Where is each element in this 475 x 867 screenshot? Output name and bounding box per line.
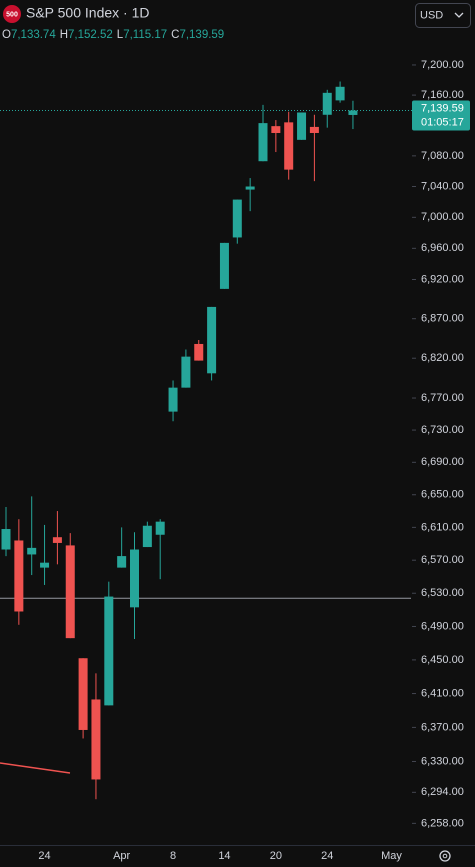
y-tick-label: 6,730.00: [421, 424, 464, 436]
candle-body: [1, 529, 11, 550]
candle-body: [142, 525, 152, 548]
y-tick-label: 6,370.00: [421, 721, 464, 733]
candle-body: [104, 596, 114, 706]
candles: [0, 81, 412, 800]
candle-body: [27, 547, 37, 555]
candle-body: [181, 356, 191, 388]
x-tick-label: May: [381, 850, 402, 862]
y-tick-label: 7,040.00: [421, 180, 464, 192]
candle-body: [52, 537, 62, 543]
currency-button[interactable]: [415, 3, 471, 28]
x-tick-label: 24: [38, 850, 50, 862]
candle-body: [245, 186, 255, 190]
price-tag-countdown: 01:05:17: [421, 116, 464, 128]
x-tick-label: 8: [170, 850, 176, 862]
ohlc: O7,133.74 H7,152.52 L7,115.17 C7,139.59: [2, 29, 224, 41]
trend-line[interactable]: [0, 762, 71, 774]
y-tick-label: 6,530.00: [421, 587, 464, 599]
candle-body: [78, 658, 88, 730]
candle-body: [348, 110, 358, 115]
y-tick-label: 6,490.00: [421, 620, 464, 632]
y-tick-label: 7,000.00: [421, 211, 464, 223]
ohlc-key: O: [2, 29, 11, 41]
y-tick-label: 7,080.00: [421, 150, 464, 162]
currency: USD: [420, 9, 443, 21]
candle-body: [232, 199, 242, 238]
title: S&P 500 Index · 1D: [26, 5, 149, 21]
y-tick-label: 7,200.00: [421, 59, 464, 71]
y-tick-label: 6,920.00: [421, 273, 464, 285]
y-tick-label: 6,570.00: [421, 554, 464, 566]
candle-body: [284, 122, 294, 170]
candle-body: [297, 112, 307, 140]
chevron: [454, 12, 464, 18]
candle-body: [258, 123, 268, 162]
ohlc-value: 7,139.59: [179, 29, 224, 41]
y-tick-label: 6,330.00: [421, 755, 464, 767]
price-tag: [412, 100, 470, 131]
candle-body: [65, 545, 75, 639]
settings-icon-core: [442, 853, 448, 859]
y-tick-label: 6,870.00: [421, 313, 464, 325]
y-tick-label: 6,960.00: [421, 242, 464, 254]
candle-body: [40, 562, 50, 568]
x-tick-label: 24: [321, 850, 333, 862]
ohlc-value: 7,152.52: [68, 29, 113, 41]
candle-body: [91, 699, 101, 780]
ohlc-value: 7,133.74: [11, 29, 56, 41]
y-tick-label: 6,820.00: [421, 352, 464, 364]
x-tick-label: Apr: [113, 850, 130, 862]
ohlc-value: 7,115.17: [123, 29, 167, 41]
y-tick-label: 6,610.00: [421, 521, 464, 533]
candle-body: [155, 521, 165, 535]
y-tick-label: 6,690.00: [421, 456, 464, 468]
badge-text: 500: [6, 11, 18, 18]
ohlc-key: C: [171, 29, 179, 41]
y-tick-label: 6,410.00: [421, 687, 464, 699]
y-tick-label: 7,160.00: [421, 89, 464, 101]
ohlc-key: H: [60, 29, 68, 41]
candle-body: [271, 126, 281, 133]
x-tick-label: 20: [270, 850, 282, 862]
price-tag-price: 7,139.59: [421, 102, 464, 114]
candle-body: [335, 86, 345, 101]
y-tick-label: 6,450.00: [421, 654, 464, 666]
badge: [3, 5, 21, 23]
candle-body: [117, 556, 127, 568]
x-tick-label: 14: [218, 850, 230, 862]
y-tick-label: 6,650.00: [421, 489, 464, 501]
candle-body: [194, 343, 204, 361]
candle-body: [130, 549, 139, 608]
y-tick-label: 6,294.00: [421, 786, 464, 798]
y-tick-label: 6,258.00: [421, 817, 464, 829]
candle-body: [207, 306, 217, 374]
ohlc-key: L: [117, 29, 124, 41]
candle-body: [219, 242, 229, 289]
y-tick-label: 6,770.00: [421, 392, 464, 404]
candle-body: [168, 387, 178, 412]
candle-body: [14, 540, 24, 612]
candle-body: [309, 126, 319, 133]
candle-body: [322, 92, 332, 115]
settings-icon[interactable]: [439, 850, 451, 862]
